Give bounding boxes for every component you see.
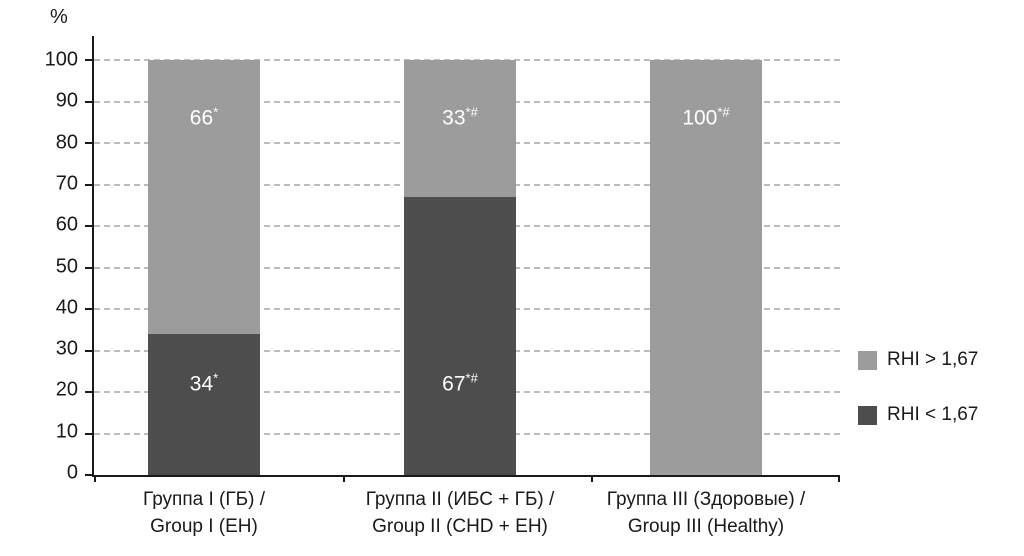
y-axis-unit-label: % [50, 6, 68, 28]
y-axis-line [92, 36, 94, 62]
y-tick-60 [85, 225, 93, 227]
y-tick-label-80: 80 [55, 131, 78, 154]
bar-value-label: 66* [189, 104, 219, 130]
category-label-1: Группа I (ГБ) / Group I (EH) [142, 489, 266, 537]
x-tick-3 [838, 475, 840, 482]
y-tick-100 [85, 59, 93, 61]
category-label-3: Группа III (Здоровые) / Group III (Health… [606, 489, 806, 537]
bar-value-label: 34* [189, 370, 219, 396]
bar-segment [650, 60, 762, 475]
legend-swatch [858, 350, 877, 370]
gridline-100 [94, 59, 840, 61]
bar-value-label: 33*# [442, 104, 478, 130]
bar-value-label: 67*# [442, 370, 478, 396]
y-tick-80 [85, 142, 93, 144]
y-tick-0 [85, 474, 93, 476]
x-axis-category-labels: Группа I (ГБ) / Group I (EH) Группа II (ИБ… [94, 486, 840, 546]
y-tick-40 [85, 308, 93, 310]
y-tick-label-50: 50 [55, 255, 78, 277]
y-tick-70 [85, 183, 93, 186]
x-tick-2 [591, 475, 594, 482]
bar-segment [404, 60, 516, 197]
category-label-2: Группа II (ИБС + ГБ) / Group II (CHD + EH… [365, 489, 555, 537]
legend: RHI > 1,67 RHI < 1,67 [858, 349, 978, 426]
y-tick-label-90: 90 [55, 89, 78, 112]
bar-group-1: 34* 66* [148, 60, 260, 475]
y-tick-label-10: 10 [55, 420, 78, 443]
legend-swatch [858, 405, 877, 425]
y-tick-label-100: 100 [44, 48, 78, 71]
legend-item-2: RHI < 1,67 [858, 404, 978, 426]
y-tick-label-40: 40 [55, 296, 78, 319]
x-tick-0 [94, 475, 96, 482]
bar-value-label: 100*# [682, 104, 730, 130]
y-axis-tick-labels: 0 10 20 30 40 50 60 70 80 90 100 [18, 49, 78, 484]
legend-item-1: RHI > 1,67 [858, 349, 978, 371]
y-tick-10 [85, 432, 93, 435]
y-tick-20 [85, 391, 93, 393]
bar-group-2: 67*# 33*# [404, 60, 516, 475]
bar-segment [148, 60, 260, 334]
y-tick-label-30: 30 [55, 337, 78, 360]
bar-group-3: 0*#100*# [650, 60, 762, 475]
y-tick-label-60: 60 [55, 213, 78, 236]
y-tick-50 [85, 266, 93, 269]
x-tick-1 [342, 475, 345, 482]
bar-segment [404, 196, 516, 475]
y-tick-30 [85, 349, 93, 352]
y-tick-label-70: 70 [55, 172, 78, 195]
legend-label: RHI > 1,67 [887, 349, 979, 370]
y-tick-label-0: 0 [66, 461, 78, 484]
y-tick-90 [85, 100, 93, 103]
bar-segment [148, 333, 260, 475]
y-tick-label-20: 20 [55, 378, 78, 401]
legend-label: RHI < 1,67 [887, 404, 979, 425]
plot-area: 34* 66* 67*# 33*# 0*#100*# [85, 59, 840, 482]
